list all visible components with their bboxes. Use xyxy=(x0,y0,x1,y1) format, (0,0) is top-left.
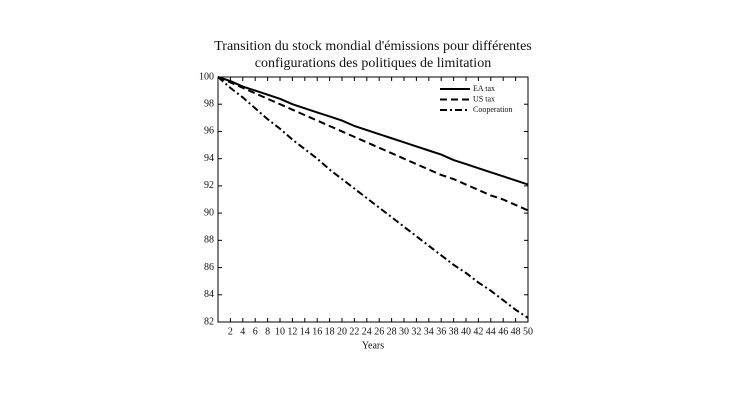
legend-label: Cooperation xyxy=(473,105,513,114)
x-tick-label: 22 xyxy=(349,326,359,337)
x-tick-label: 26 xyxy=(374,326,384,337)
x-tick-label: 48 xyxy=(511,326,521,337)
x-tick-label: 42 xyxy=(473,326,483,337)
y-tick-label: 92 xyxy=(204,180,214,191)
x-tick-label: 32 xyxy=(411,326,421,337)
plot-frame xyxy=(217,76,529,323)
x-tick-label: 18 xyxy=(325,326,335,337)
line-series xyxy=(217,76,529,319)
x-tick-label: 46 xyxy=(498,326,508,337)
x-tick-label: 28 xyxy=(387,326,397,337)
x-tick-label: 30 xyxy=(399,326,409,337)
x-tick-label: 12 xyxy=(287,326,297,337)
x-tick-label: 38 xyxy=(449,326,459,337)
line-series xyxy=(217,76,529,212)
y-tick-label: 98 xyxy=(204,99,214,110)
y-tick-label: 88 xyxy=(204,235,214,246)
legend-label: EA tax xyxy=(473,84,495,93)
y-tick-label: 100 xyxy=(199,71,214,82)
y-tick-label: 94 xyxy=(204,153,214,164)
line-series xyxy=(217,76,529,186)
x-tick-label: 20 xyxy=(337,326,347,337)
y-tick-label: 86 xyxy=(204,262,214,273)
x-tick-label: 50 xyxy=(523,326,533,337)
x-axis-label: Years xyxy=(362,340,384,351)
x-tick-label: 6 xyxy=(253,326,258,337)
x-tick-label: 36 xyxy=(436,326,446,337)
x-tick-label: 44 xyxy=(486,326,496,337)
x-tick-label: 24 xyxy=(362,326,372,337)
y-tick-label: 84 xyxy=(204,289,214,300)
x-tick-label: 4 xyxy=(240,326,245,337)
y-tick-label: 96 xyxy=(204,126,214,137)
x-tick-label: 14 xyxy=(300,326,310,337)
x-tick-label: 2 xyxy=(228,326,233,337)
x-tick-label: 16 xyxy=(312,326,322,337)
x-tick-label: 40 xyxy=(461,326,471,337)
legend-label: US tax xyxy=(473,94,495,103)
chart-title: Transition du stock mondial d'émissions … xyxy=(214,39,532,54)
x-tick-label: 8 xyxy=(265,326,270,337)
y-tick-label: 90 xyxy=(204,207,214,218)
y-tick-label: 82 xyxy=(204,316,214,327)
x-tick-label: 34 xyxy=(424,326,434,337)
chart-title: configurations des politiques de limitat… xyxy=(255,56,491,71)
x-tick-label: 10 xyxy=(275,326,285,337)
